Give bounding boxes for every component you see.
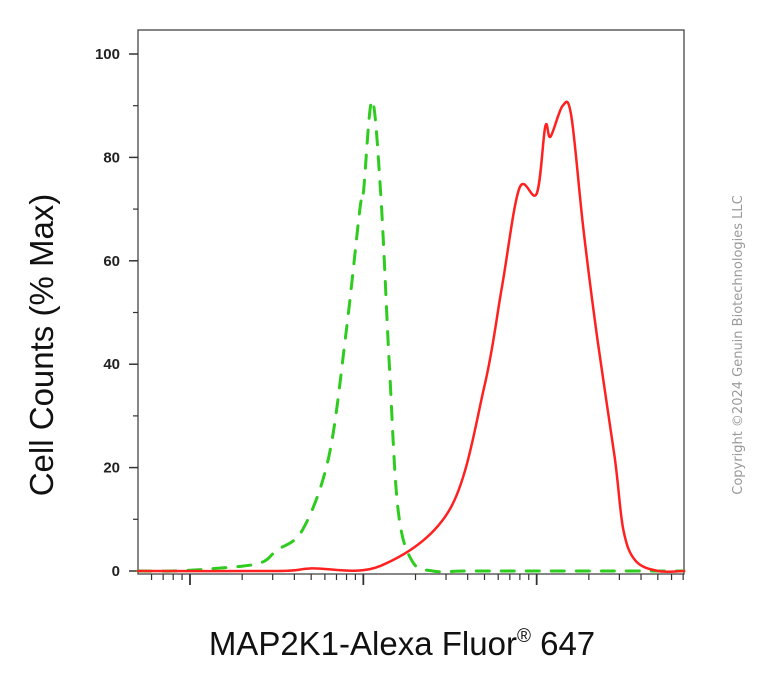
- solid-red-series-line: [136, 100, 686, 573]
- y-tick-label: 20: [103, 460, 120, 477]
- series-layer: [136, 99, 686, 574]
- x-axis: [150, 574, 684, 585]
- y-tick-label: 80: [103, 149, 120, 166]
- copyright-watermark: Copyright ©2024 Genuin Biotechnologies L…: [731, 195, 746, 494]
- x-axis-title-suffix: 647: [531, 625, 595, 662]
- plot-frame: [137, 29, 685, 575]
- y-axis-title: Cell Counts (% Max): [23, 194, 60, 497]
- dashed-green-series-line: [136, 99, 686, 574]
- x-axis-title: MAP2K1-Alexa Fluor® 647: [209, 625, 595, 662]
- y-tick-label: 40: [103, 356, 120, 373]
- y-axis: 0 20 40 60 80 100: [95, 46, 138, 580]
- y-tick-label: 60: [103, 253, 120, 270]
- x-axis-title-registered-mark: ®: [517, 626, 531, 647]
- y-tick-label: 0: [112, 563, 120, 580]
- x-axis-title-main: MAP2K1-Alexa Fluor: [209, 625, 517, 662]
- y-tick-label: 100: [95, 46, 120, 63]
